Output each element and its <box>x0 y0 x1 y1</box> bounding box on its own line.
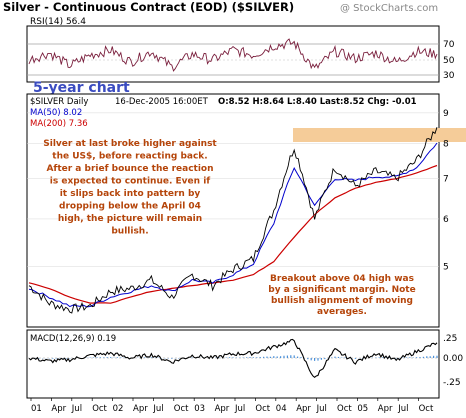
macd-line <box>28 338 438 379</box>
macd-tick-zero: 0.00 <box>443 354 463 364</box>
annotation-main-line: is expected to continue. Even if <box>50 177 210 187</box>
rsi-tick-30: 30 <box>443 71 455 81</box>
rsi-tick-70: 70 <box>443 40 455 50</box>
macd-panel: MACD(12,26,9) 0.19 .25 0.00 -.25 <box>26 329 463 399</box>
annotation-breakout-line: averages. <box>317 307 367 317</box>
rsi-tick-50: 50 <box>443 56 455 66</box>
x-tick-label: Jul <box>152 404 163 414</box>
x-tick-label: Jul <box>397 404 408 414</box>
ma50-label: MA(50) 8.02 <box>30 108 82 118</box>
x-tick-label: Oct <box>255 404 270 414</box>
x-tick-label: Apr <box>296 404 311 414</box>
price-tick-7: 7 <box>443 175 449 185</box>
five-year-badge: 5-year chart <box>33 80 130 96</box>
chart-title: Silver - Continuous Contract (EOD) ($SIL… <box>3 0 294 14</box>
rsi-label: RSI(14) 56.4 <box>30 17 86 27</box>
price-line <box>28 127 438 314</box>
x-tick-label: Oct <box>337 404 352 414</box>
annotation-main-line: high, the picture will remain <box>58 214 202 224</box>
x-tick-label: 01 <box>31 404 42 414</box>
price-tick-6: 6 <box>443 215 449 225</box>
annotation-main-line: it slips back into pattern by <box>60 189 201 199</box>
x-tick-label: Jul <box>71 404 82 414</box>
price-info-values: O:8.52 H:8.64 L:8.40 Last:8.52 Chg: -0.0… <box>218 97 417 107</box>
annotation-main-line: Silver at last broke higher against <box>43 139 217 149</box>
annotation-main: Silver at last broke higher against the U… <box>43 139 217 237</box>
price-tick-8: 8 <box>443 140 449 150</box>
price-tick-5: 5 <box>443 263 449 273</box>
macd-tick-upper: .25 <box>443 334 457 344</box>
rsi-line <box>28 38 438 72</box>
x-tick-label: 05 <box>357 404 368 414</box>
x-tick-label: 03 <box>194 404 205 414</box>
x-tick-label: Jul <box>234 404 245 414</box>
x-tick-label: Apr <box>215 404 230 414</box>
annotation-breakout-line: Breakout above 04 high was <box>270 274 414 284</box>
annotation-main-line: bullish. <box>111 227 148 237</box>
annotation-main-line: dropping below the April 04 <box>59 202 201 212</box>
annotation-main-line: After a brief bounce the reaction <box>46 164 213 174</box>
rsi-panel-frame <box>26 25 440 83</box>
x-tick-label: Apr <box>378 404 393 414</box>
x-tick-label: Jul <box>316 404 327 414</box>
watermark: @ StockCharts.com <box>340 3 438 14</box>
breakout-highlight-band <box>293 128 466 142</box>
macd-label: MACD(12,26,9) 0.19 <box>30 334 116 344</box>
x-tick-label: 04 <box>276 404 287 414</box>
macd-panel-frame <box>26 329 440 399</box>
x-tick-label: 02 <box>113 404 124 414</box>
x-tick-label: Oct <box>92 404 107 414</box>
x-tick-label: Oct <box>174 404 189 414</box>
ma50-line <box>28 142 438 308</box>
price-info-symbol: $SILVER Daily <box>30 97 88 107</box>
x-tick-label: Oct <box>419 404 434 414</box>
ma200-label: MA(200) 7.36 <box>30 119 88 129</box>
annotation-breakout-line: by a significant margin. Note <box>268 285 415 295</box>
price-panel: $SILVER Daily 16-Dec-2005 16:00ET O:8.52… <box>26 93 466 328</box>
annotation-main-line: the US$, before reacting back. <box>52 152 207 162</box>
x-tick-label: Apr <box>51 404 66 414</box>
x-tick-label: Apr <box>133 404 148 414</box>
x-axis: 01 Apr Jul Oct 02 Apr Jul Oct 03 Apr Jul Oct 04 Apr Ju… <box>30 398 434 414</box>
ma200-line <box>28 164 438 304</box>
rsi-panel: RSI(14) 56.4 70 50 30 5-year chart <box>26 17 455 96</box>
macd-tick-lower: -.25 <box>443 378 461 388</box>
price-tick-9: 9 <box>443 109 449 119</box>
price-info-date: 16-Dec-2005 16:00ET <box>115 97 209 107</box>
price-y-ticks: 9 8 7 6 5 <box>443 109 449 273</box>
price-gridlines <box>27 112 439 267</box>
annotation-breakout-line: bullish alignment of moving <box>271 296 413 306</box>
